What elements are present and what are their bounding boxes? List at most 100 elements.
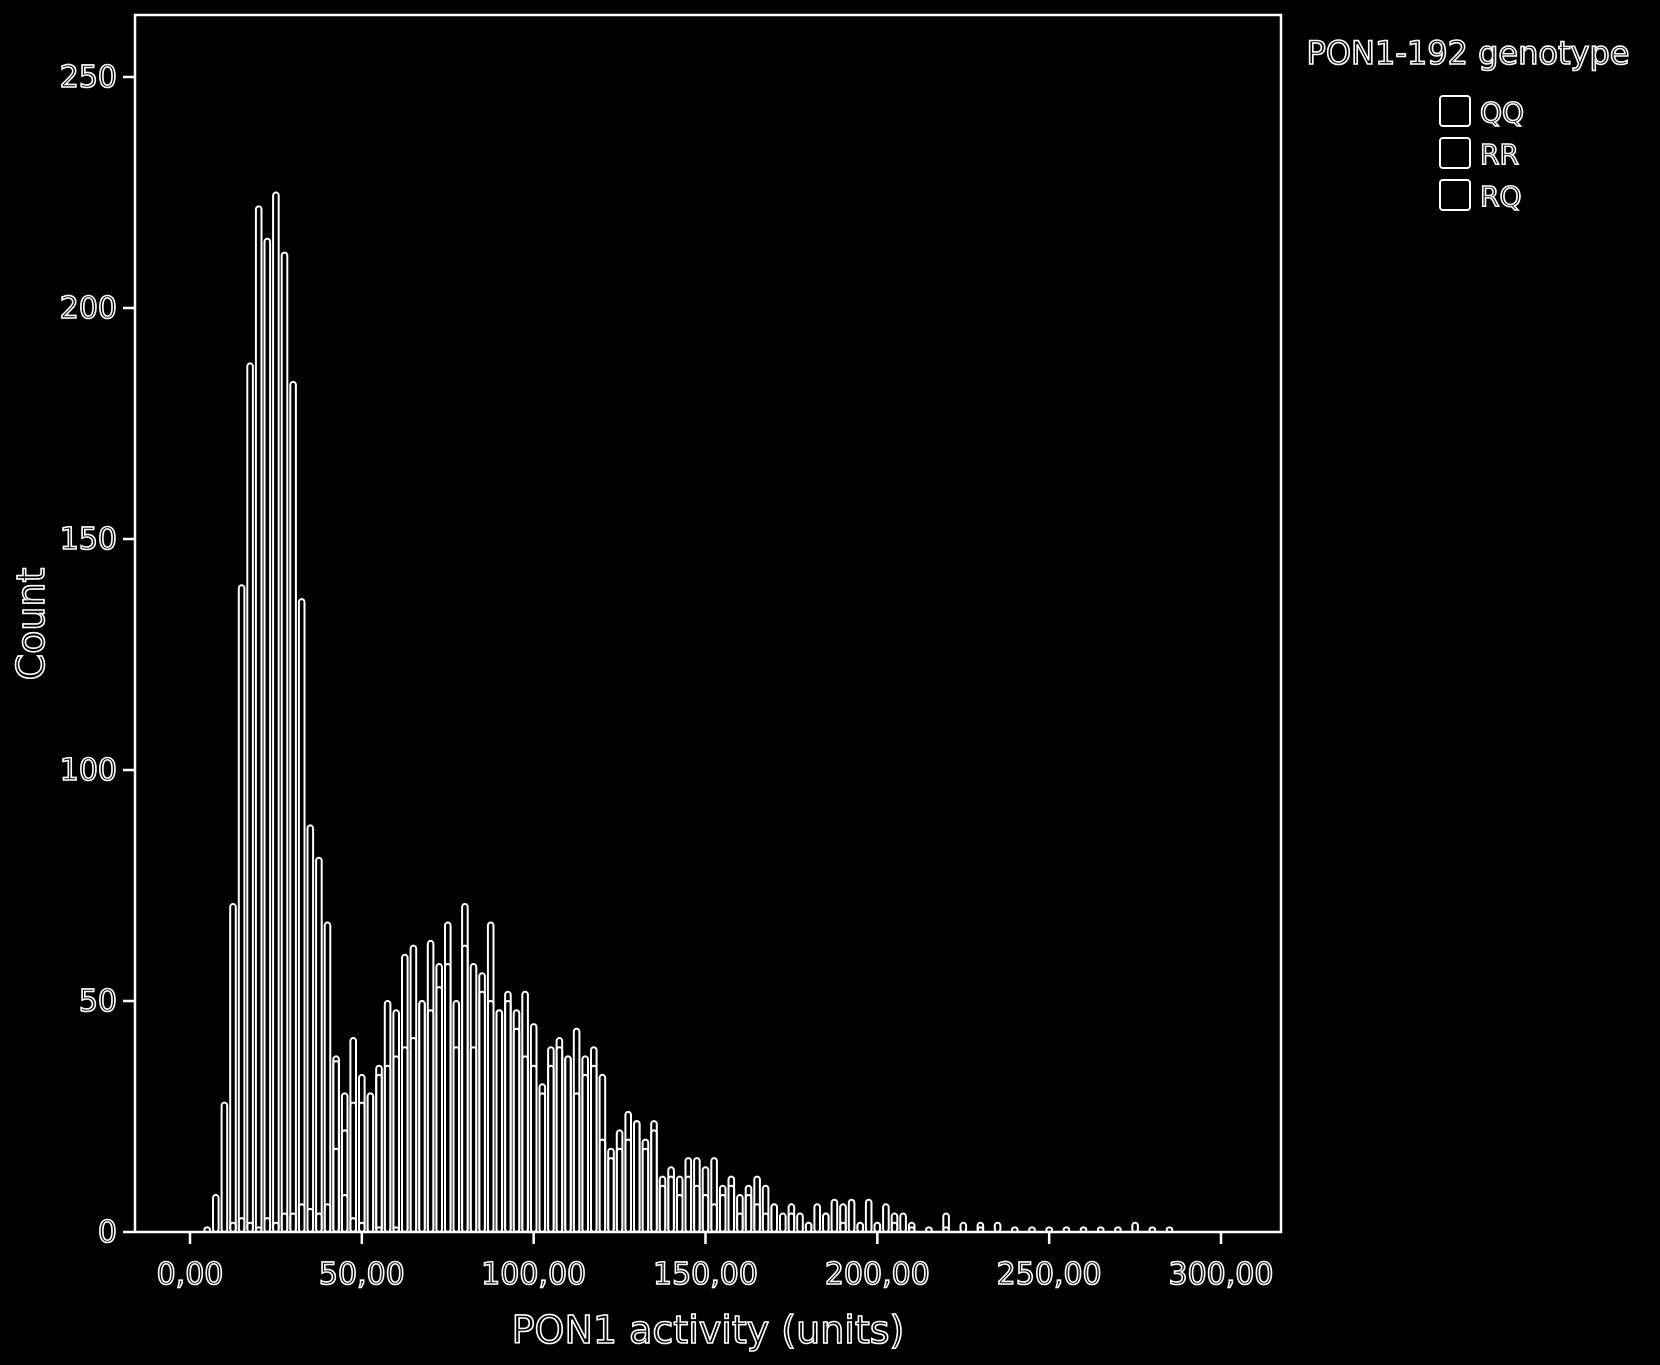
- legend-title: PON1-192 genotype: [1307, 34, 1630, 72]
- bar-qq: [212, 1194, 220, 1233]
- bar-rq: [658, 1184, 667, 1234]
- bar-rq: [684, 1175, 693, 1233]
- x-tick-label: 0,00: [157, 1257, 224, 1292]
- bar-rq: [495, 1009, 504, 1234]
- bar-qq: [237, 584, 246, 1233]
- bar-rq: [727, 1184, 736, 1234]
- bar-rq: [555, 1046, 564, 1233]
- bar-rq: [237, 1217, 246, 1233]
- bar-rq: [349, 1101, 357, 1233]
- bar-rq: [229, 1221, 237, 1234]
- bar-rq: [504, 1000, 512, 1233]
- bar-rr: [1131, 1221, 1139, 1234]
- legend-label-rq: RQ: [1480, 180, 1522, 213]
- bar-rr: [796, 1212, 804, 1233]
- bar-rq: [753, 1203, 761, 1234]
- legend-label-qq: QQ: [1480, 96, 1524, 129]
- bar-rq: [323, 1203, 332, 1234]
- bar-qq: [323, 921, 332, 1233]
- bar-rq: [263, 1217, 272, 1233]
- bar-rr: [864, 1198, 873, 1233]
- bar-rq: [873, 1221, 882, 1234]
- legend-swatch-qq: [1439, 95, 1471, 127]
- bar-rq: [375, 1073, 383, 1234]
- bar-rq: [804, 1221, 813, 1234]
- x-tick-label: 100,00: [481, 1257, 586, 1292]
- bar-rq: [710, 1203, 718, 1234]
- bar-rq: [512, 1027, 521, 1233]
- bar-rr: [882, 1203, 890, 1234]
- y-tick-label: 100: [60, 753, 117, 788]
- y-tick-label: 200: [60, 291, 117, 326]
- bar-rr: [899, 1212, 907, 1233]
- bar-qq: [306, 824, 315, 1234]
- x-axis-label: PON1 activity (units): [512, 1308, 905, 1352]
- legend-swatch-rr: [1439, 137, 1471, 169]
- bar-rq: [667, 1175, 675, 1233]
- bar-rq: [641, 1147, 650, 1234]
- bar-rr: [959, 1221, 968, 1234]
- bar-qq: [297, 598, 306, 1233]
- bar-rq: [598, 1073, 607, 1234]
- bar-rq: [538, 1092, 547, 1234]
- bar-qq: [229, 903, 237, 1233]
- x-tick-label: 250,00: [997, 1257, 1102, 1292]
- bar-rq: [521, 1055, 529, 1234]
- bar-qq: [272, 191, 280, 1233]
- bar-rq: [581, 1055, 590, 1234]
- bar-rq: [624, 1138, 633, 1233]
- bar-rq: [615, 1147, 624, 1234]
- bar-rq: [383, 1064, 392, 1233]
- x-tick-label: 150,00: [653, 1257, 758, 1292]
- bar-rq: [452, 1046, 461, 1233]
- bar-rq: [289, 1212, 297, 1233]
- bar-rq: [469, 1046, 478, 1233]
- bar-rq: [461, 944, 469, 1233]
- bar-rq: [761, 1212, 770, 1233]
- y-tick-label: 150: [60, 522, 117, 557]
- y-tick-label: 50: [79, 984, 117, 1019]
- bar-rq: [564, 1055, 572, 1234]
- bar-rq: [718, 1184, 727, 1234]
- bar-rq: [409, 1037, 418, 1233]
- x-tick-label: 300,00: [1169, 1257, 1274, 1292]
- bar-rq: [418, 1000, 426, 1233]
- legend-swatch-rq: [1439, 179, 1471, 211]
- bar-qq: [280, 251, 289, 1234]
- bar-rq: [306, 1207, 315, 1234]
- x-tick-label: 200,00: [825, 1257, 930, 1292]
- bar-qq: [315, 856, 323, 1233]
- bar-rq: [675, 1194, 684, 1233]
- bar-rq: [315, 1212, 323, 1233]
- bar-rq: [478, 972, 486, 1233]
- bar-rq: [744, 1194, 753, 1233]
- bar-rq: [332, 1147, 340, 1234]
- bar-qq: [289, 380, 297, 1233]
- bar-rq: [340, 1129, 349, 1234]
- legend: PON1-192 genotype QQ RR RQ: [1306, 33, 1631, 214]
- bar-rq: [736, 1212, 744, 1233]
- bar-rq: [358, 1073, 366, 1234]
- bar-rq: [547, 1064, 555, 1233]
- bar-rq: [633, 1120, 641, 1233]
- bar-rq: [297, 1203, 306, 1234]
- bar-rq: [693, 1184, 701, 1234]
- bar-rr: [813, 1203, 822, 1234]
- bar-rq: [856, 1221, 865, 1234]
- bar-rq: [401, 1046, 409, 1233]
- bar-rq: [444, 963, 452, 1233]
- bar-rq: [435, 986, 443, 1233]
- bar-rr: [847, 1198, 856, 1233]
- bar-qq: [246, 362, 254, 1233]
- bar-qq: [263, 237, 272, 1233]
- bar-rr: [779, 1212, 787, 1233]
- bar-rr: [993, 1221, 1002, 1234]
- bar-rq: [280, 1212, 289, 1233]
- bar-rr: [830, 1198, 839, 1233]
- bar-rq: [787, 1212, 796, 1233]
- bar-rq: [246, 1221, 254, 1234]
- bars-layer: [203, 191, 1174, 1234]
- bar-rq: [486, 1000, 495, 1233]
- bar-rq: [590, 1064, 598, 1233]
